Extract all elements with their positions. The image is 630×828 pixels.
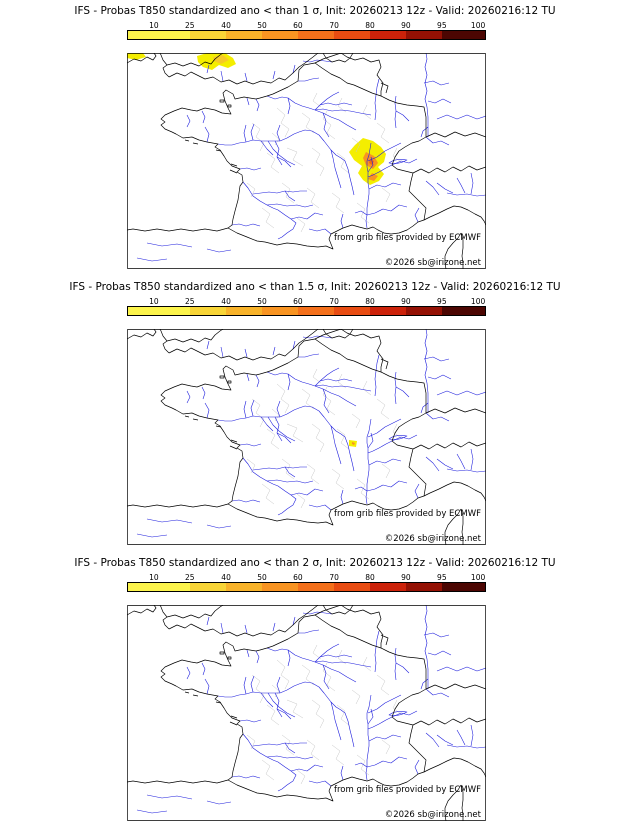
- colorbar-tick: 100: [470, 21, 486, 30]
- colorbar-tick: 100: [470, 573, 486, 582]
- colorbar-tick: 40: [221, 573, 231, 582]
- anomaly-overlay: [127, 53, 386, 185]
- attribution-text: from grib files provided by ECMWF: [334, 785, 481, 795]
- colorbar-tick-labels: 10 25 40 50 60 70 80 90 95 100: [127, 573, 486, 582]
- probability-colorbar: 10 25 40 50 60 70 80 90 95 100: [127, 573, 486, 592]
- colorbar-tick: 90: [401, 573, 411, 582]
- probability-colorbar: 10 25 40 50 60 70 80 90 95 100: [127, 297, 486, 316]
- anomaly-overlay: [349, 440, 357, 447]
- colorbar-tick: 40: [221, 297, 231, 306]
- map-canvas: [127, 329, 486, 545]
- colorbar-tick: 70: [329, 21, 339, 30]
- colorbar-tick-labels: 10 25 40 50 60 70 80 90 95 100: [127, 297, 486, 306]
- colorbar-tick: 50: [257, 21, 267, 30]
- attribution-text: from grib files provided by ECMWF: [334, 233, 481, 243]
- panel-title: IFS - Probas T850 standardized ano < tha…: [74, 557, 556, 569]
- france-map: from grib files provided by ECMWF ©2026 …: [127, 605, 486, 821]
- panel-title: IFS - Probas T850 standardized ano < tha…: [74, 5, 556, 17]
- map-canvas: [127, 53, 486, 269]
- copyright-text: ©2026 sb@irizone.net: [384, 810, 481, 820]
- colorbar-tick: 90: [401, 297, 411, 306]
- colorbar-tick: 25: [185, 573, 195, 582]
- colorbar-tick: 10: [149, 21, 159, 30]
- colorbar-tick: 25: [185, 21, 195, 30]
- colorbar-tick: 70: [329, 573, 339, 582]
- colorbar-gradient: [127, 306, 486, 316]
- panel-title: IFS - Probas T850 standardized ano < tha…: [69, 281, 561, 293]
- panel-1-5sigma: IFS - Probas T850 standardized ano < tha…: [0, 276, 630, 552]
- panel-1sigma: IFS - Probas T850 standardized ano < tha…: [0, 0, 630, 276]
- colorbar-tick: 25: [185, 297, 195, 306]
- colorbar-tick: 70: [329, 297, 339, 306]
- colorbar-gradient: [127, 582, 486, 592]
- colorbar-tick: 100: [470, 297, 486, 306]
- colorbar-tick: 95: [437, 573, 447, 582]
- colorbar-tick: 80: [365, 297, 375, 306]
- colorbar-tick: 10: [149, 573, 159, 582]
- probability-colorbar: 10 25 40 50 60 70 80 90 95 100: [127, 21, 486, 40]
- colorbar-tick: 10: [149, 297, 159, 306]
- colorbar-tick: 60: [293, 297, 303, 306]
- colorbar-tick: 95: [437, 297, 447, 306]
- colorbar-tick: 80: [365, 21, 375, 30]
- copyright-text: ©2026 sb@irizone.net: [384, 258, 481, 268]
- copyright-text: ©2026 sb@irizone.net: [384, 534, 481, 544]
- colorbar-tick: 60: [293, 21, 303, 30]
- colorbar-tick: 80: [365, 573, 375, 582]
- colorbar-tick: 50: [257, 573, 267, 582]
- panel-2sigma: IFS - Probas T850 standardized ano < tha…: [0, 552, 630, 828]
- colorbar-tick: 95: [437, 21, 447, 30]
- france-map: from grib files provided by ECMWF ©2026 …: [127, 329, 486, 545]
- colorbar-tick-labels: 10 25 40 50 60 70 80 90 95 100: [127, 21, 486, 30]
- attribution-text: from grib files provided by ECMWF: [334, 509, 481, 519]
- colorbar-tick: 60: [293, 573, 303, 582]
- colorbar-tick: 40: [221, 21, 231, 30]
- france-map: from grib files provided by ECMWF ©2026 …: [127, 53, 486, 269]
- colorbar-gradient: [127, 30, 486, 40]
- colorbar-tick: 50: [257, 297, 267, 306]
- colorbar-tick: 90: [401, 21, 411, 30]
